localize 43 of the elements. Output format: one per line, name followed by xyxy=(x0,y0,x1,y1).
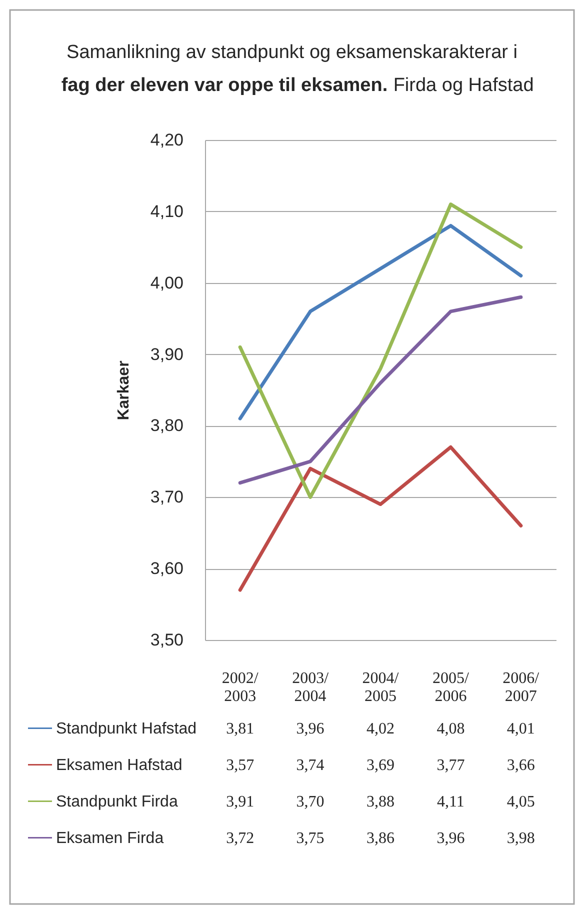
line-series xyxy=(238,445,523,592)
data-label: 3,86 xyxy=(366,830,394,847)
x-tick-label: 2002/2003 xyxy=(222,670,259,705)
line-series xyxy=(238,295,523,485)
data-label: 3,98 xyxy=(506,830,535,847)
data-label: 3,75 xyxy=(296,830,324,847)
data-label: 4,08 xyxy=(436,720,465,738)
y-tick-label: 4,10 xyxy=(150,202,184,221)
data-label: 3,91 xyxy=(226,793,254,810)
legend-label: Eksamen Firda xyxy=(56,830,164,847)
data-label: 3,72 xyxy=(226,830,254,847)
line-series xyxy=(238,224,523,420)
data-label: 4,05 xyxy=(506,793,535,810)
data-label: 3,88 xyxy=(366,793,394,810)
data-label: 4,02 xyxy=(366,720,394,738)
y-tick-label: 3,70 xyxy=(150,488,184,507)
data-label: 3,96 xyxy=(436,830,465,847)
data-label: 3,81 xyxy=(226,720,254,738)
legend-label: Eksamen Hafstad xyxy=(56,756,182,774)
y-tick-label: 3,80 xyxy=(150,416,184,436)
legend-label: Standpunkt Firda xyxy=(56,793,178,810)
y-tick-label: 3,90 xyxy=(150,344,184,364)
legend-label: Standpunkt Hafstad xyxy=(56,720,197,738)
x-tick-label: 2003/2004 xyxy=(292,670,330,705)
data-label: 3,66 xyxy=(506,756,535,774)
y-tick-label: 4,00 xyxy=(150,273,184,292)
line-series xyxy=(238,202,523,499)
y-tick-label: 3,50 xyxy=(150,630,184,650)
data-label: 3,74 xyxy=(296,756,324,774)
data-label: 3,70 xyxy=(296,793,324,810)
y-tick-label: 3,60 xyxy=(150,559,184,578)
chart-title: Samanlikning av standpunkt og eksamenskarakterar i fag der eleven var oppe til eksamen. Firda og Hafstad xyxy=(61,42,534,96)
data-label: 3,96 xyxy=(296,720,324,738)
x-tick-label: 2005/2006 xyxy=(432,670,470,705)
x-tick-label: 2006/2007 xyxy=(502,670,540,705)
data-label: 3,77 xyxy=(436,756,465,774)
data-label: 4,01 xyxy=(506,720,535,738)
y-tick-label: 4,20 xyxy=(150,130,184,150)
x-tick-label: 2004/2005 xyxy=(362,670,400,705)
y-axis-title: Karkaer xyxy=(116,360,132,420)
data-label: 4,11 xyxy=(436,793,464,810)
data-label: 3,57 xyxy=(226,756,254,774)
data-label: 3,69 xyxy=(366,756,394,774)
